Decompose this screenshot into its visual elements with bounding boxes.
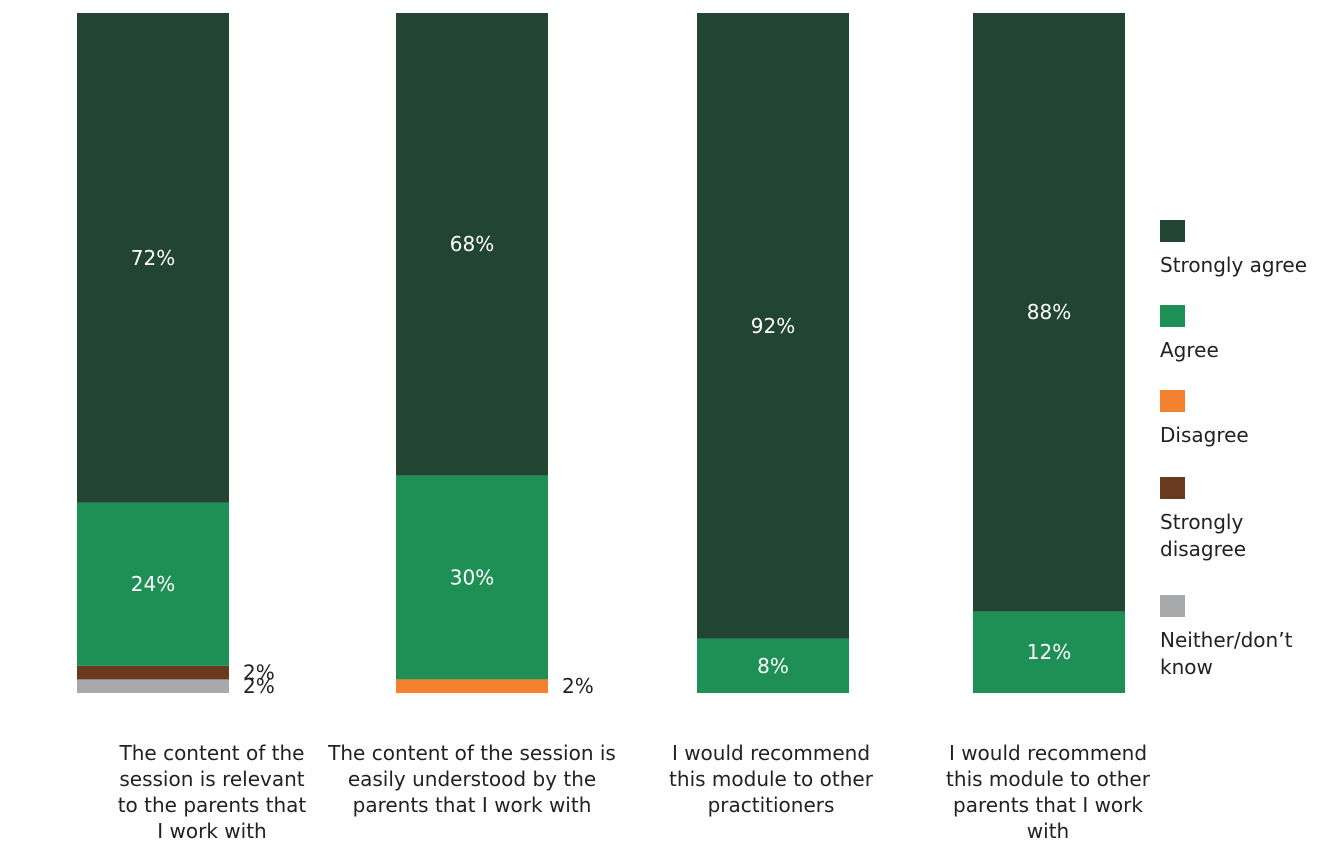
category-label-4: I would recommend this module to other p… bbox=[946, 741, 1150, 843]
legend-swatch-agree bbox=[1160, 305, 1185, 327]
legend-item-disagree: Disagree bbox=[1160, 390, 1249, 449]
bar-2-disagree bbox=[396, 679, 548, 693]
bar-3-agree bbox=[697, 638, 849, 693]
data-label-2-strongly-agree: 68% bbox=[450, 232, 494, 256]
data-label-2-agree: 30% bbox=[450, 565, 494, 589]
legend-item-strongly-disagree: Strongly disagree bbox=[1160, 477, 1280, 563]
legend-item-neither: Neither/don’t know bbox=[1160, 595, 1320, 681]
bar-2-strongly-agree bbox=[396, 13, 548, 476]
legend-swatch-neither bbox=[1160, 595, 1185, 617]
legend-swatch-strongly-disagree bbox=[1160, 477, 1185, 499]
data-label-3-agree: 8% bbox=[757, 654, 789, 678]
legend-label-strongly-disagree: Strongly disagree bbox=[1160, 510, 1247, 561]
legend-label-strongly-agree: Strongly agree bbox=[1160, 253, 1308, 277]
category-label-3: I would recommend this module to other p… bbox=[669, 741, 873, 817]
legend-label-agree: Agree bbox=[1160, 338, 1219, 362]
bar-4-agree bbox=[973, 611, 1125, 693]
category-label-1: The content of the session is relevant t… bbox=[117, 741, 307, 843]
legend-item-agree: Agree bbox=[1160, 305, 1219, 364]
legend-label-neither: Neither/don’t know bbox=[1160, 628, 1293, 679]
bar-1-strongly-disagree bbox=[77, 665, 229, 680]
bar-4-strongly-agree bbox=[973, 13, 1125, 612]
bar-2-agree bbox=[396, 475, 548, 680]
bar-1-neither-don-t-know bbox=[77, 679, 229, 693]
legend-item-strongly-agree: Strongly agree bbox=[1160, 220, 1307, 279]
legend-swatch-strongly-agree bbox=[1160, 220, 1185, 242]
data-label-1-agree: 24% bbox=[131, 572, 175, 596]
data-label-3-strongly-agree: 92% bbox=[751, 314, 795, 338]
bar-1-agree bbox=[77, 502, 229, 666]
data-label-4-strongly-agree: 88% bbox=[1027, 300, 1071, 324]
data-label-1-neither-don-t-know: 2% bbox=[243, 674, 275, 698]
data-label-1-strongly-agree: 72% bbox=[131, 246, 175, 270]
legend-label-disagree: Disagree bbox=[1160, 423, 1249, 447]
bar-3-strongly-agree bbox=[697, 13, 849, 639]
data-label-1-strongly-disagree: 2% bbox=[243, 661, 275, 685]
category-label-2: The content of the session is easily und… bbox=[328, 741, 616, 817]
legend-swatch-disagree bbox=[1160, 390, 1185, 412]
data-label-2-disagree: 2% bbox=[562, 674, 594, 698]
bar-1-strongly-agree bbox=[77, 13, 229, 503]
data-label-4-agree: 12% bbox=[1027, 640, 1071, 664]
